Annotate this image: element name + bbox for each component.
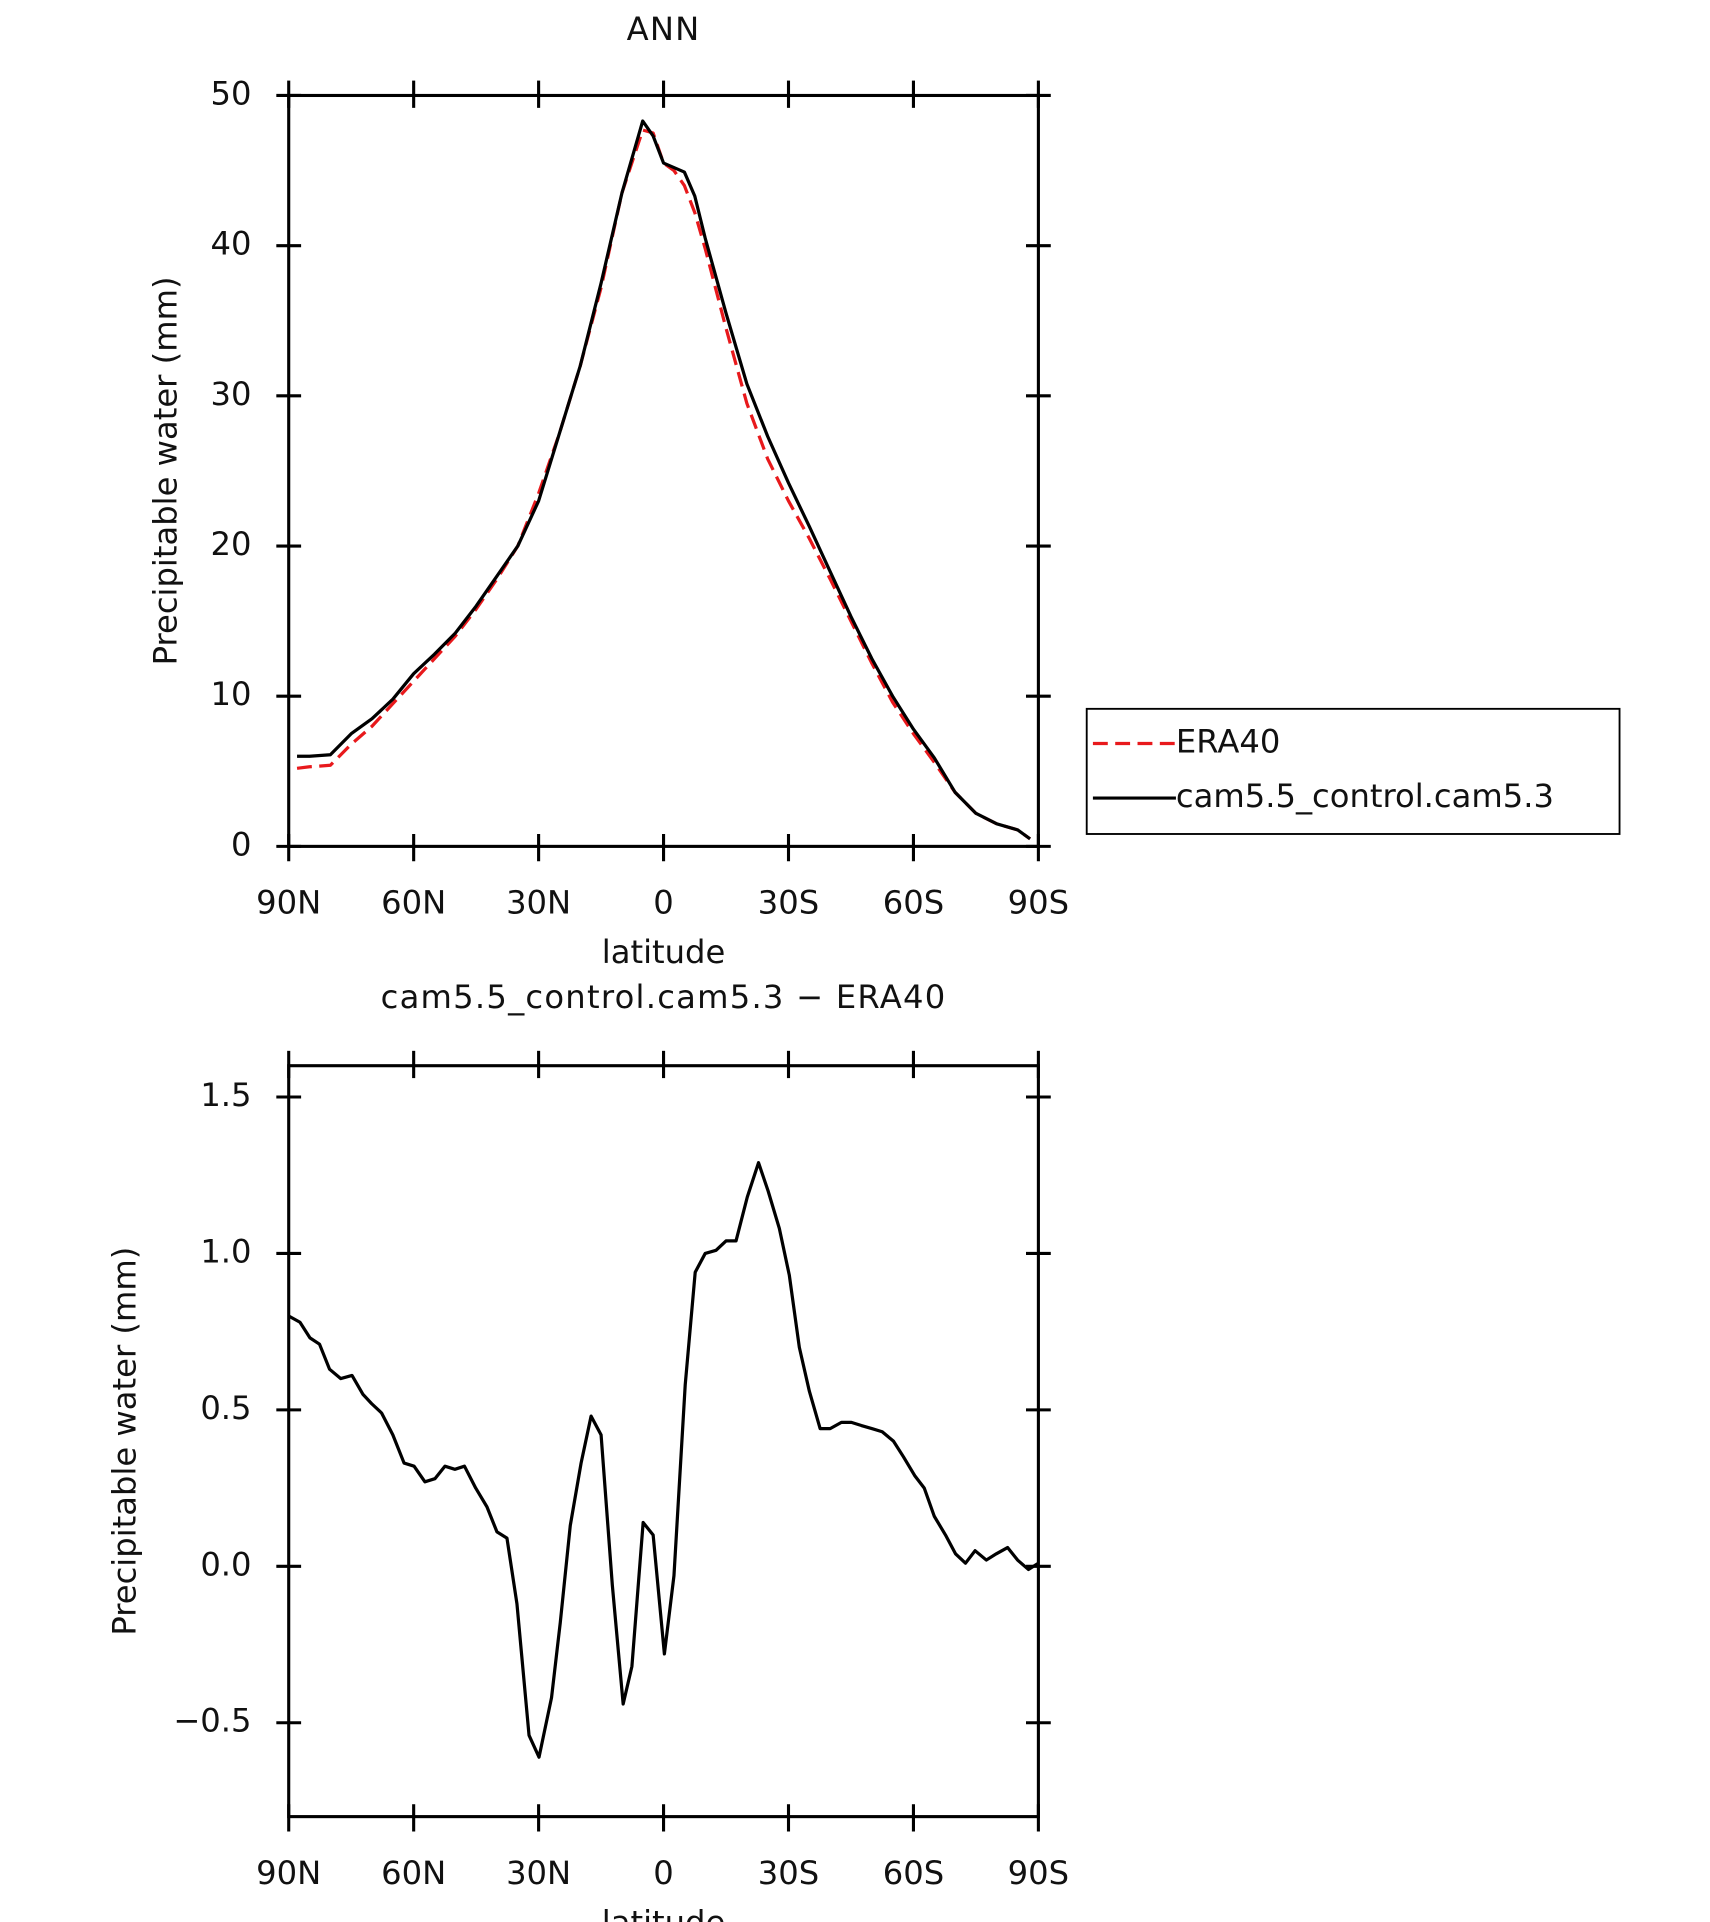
x-tick-label: 60N bbox=[381, 884, 446, 922]
data-line bbox=[287, 1161, 1040, 1759]
x-tick-label: 90N bbox=[256, 1854, 321, 1892]
x-tick-label: 60N bbox=[381, 1854, 446, 1892]
x-tick-label: 30N bbox=[506, 884, 571, 922]
x-tick-label: 60S bbox=[883, 884, 944, 922]
x-tick-label: 0 bbox=[653, 884, 674, 922]
x-tick-label: 60S bbox=[883, 1854, 944, 1892]
x-tick-label: 30N bbox=[506, 1854, 571, 1892]
y-tick-label: 20 bbox=[211, 525, 252, 563]
y-tick-label: 40 bbox=[211, 225, 252, 263]
y-tick-label: 50 bbox=[211, 74, 252, 112]
chart-title: cam5.5_control.cam5.3 − ERA40 bbox=[381, 978, 947, 1016]
y-tick-label: 30 bbox=[211, 375, 252, 413]
x-tick-label: 0 bbox=[653, 1854, 674, 1892]
y-tick-label: 1.5 bbox=[200, 1076, 251, 1114]
x-tick-label: 90S bbox=[1008, 1854, 1069, 1892]
chart-title: ANN bbox=[627, 10, 701, 48]
legend-box bbox=[1085, 707, 1621, 835]
y-tick-label: 10 bbox=[211, 675, 252, 713]
y-tick-label: 0 bbox=[231, 825, 251, 863]
y-axis-label: Precipitable water (mm) bbox=[105, 1247, 143, 1636]
x-tick-label: 30S bbox=[758, 884, 819, 922]
y-tick-label: 0.0 bbox=[200, 1545, 251, 1583]
x-tick-label: 90N bbox=[256, 884, 321, 922]
x-axis-label: latitude bbox=[602, 1903, 726, 1922]
plot-frame bbox=[287, 93, 1040, 848]
y-tick-label: 1.0 bbox=[200, 1232, 251, 1270]
x-tick-label: 90S bbox=[1008, 884, 1069, 922]
data-line bbox=[296, 128, 1032, 841]
data-line bbox=[297, 119, 1032, 841]
y-tick-label: −0.5 bbox=[173, 1702, 251, 1740]
x-axis-label: latitude bbox=[602, 933, 726, 971]
x-tick-label: 30S bbox=[758, 1854, 819, 1892]
legend-label: cam5.5_control.cam5.3 bbox=[1176, 777, 1554, 815]
legend-label: ERA40 bbox=[1176, 723, 1280, 761]
plot-frame bbox=[287, 1064, 1040, 1819]
y-axis-label: Precipitable water (mm) bbox=[146, 276, 184, 665]
y-tick-label: 0.5 bbox=[200, 1389, 251, 1427]
